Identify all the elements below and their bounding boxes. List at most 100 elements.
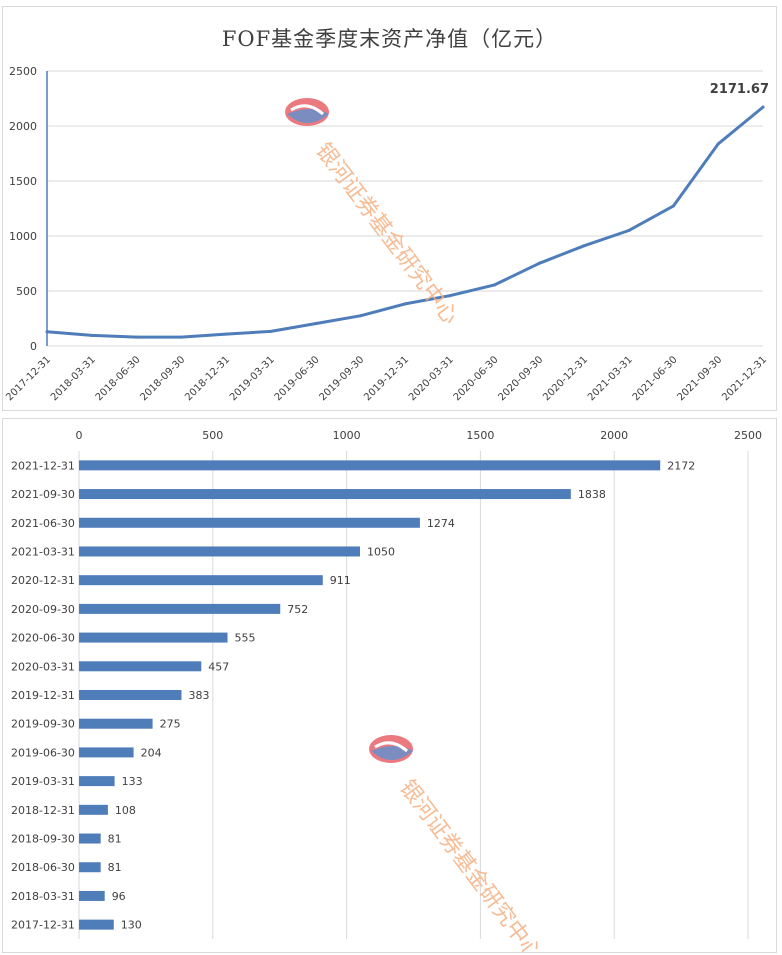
watermark-logo-lower (371, 746, 413, 760)
x-tick-label: 2018-03-31 (49, 354, 98, 403)
data-label-last: 2171.67 (710, 82, 769, 97)
chart-title: FOF基金季度末资产净值（亿元） (221, 27, 558, 51)
data-point (358, 314, 362, 318)
data-point (448, 294, 452, 298)
bar (79, 489, 571, 500)
watermark-logo-icon (285, 98, 329, 126)
data-point (761, 105, 765, 109)
y-tick-label: 2020-12-31 (11, 574, 75, 587)
watermark: 银河证券基金研究中心 (369, 735, 547, 952)
bar (79, 718, 153, 729)
y-tick-label: 1000 (9, 230, 37, 243)
watermark-logo-icon (369, 735, 413, 763)
x-tick-label: 1500 (466, 429, 494, 442)
data-point (45, 330, 49, 334)
data-point (537, 261, 541, 265)
bar (79, 804, 108, 815)
line-chart-panel: FOF基金季度末资产净值（亿元） 0 500 1000 1500 2000 2500 201… (2, 6, 777, 411)
x-tick-label: 0 (76, 429, 83, 442)
x-tick-label: 2021-06-30 (631, 354, 680, 403)
x-tick-label: 2020-12-31 (541, 354, 590, 403)
watermark-logo-lower (287, 109, 329, 123)
y-tick-label: 2018-12-31 (11, 804, 75, 817)
y-tick-label: 0 (30, 340, 37, 353)
x-tick-label: 2020-06-30 (452, 354, 501, 403)
y-tick-label: 2020-09-30 (11, 603, 75, 616)
x-tick-label: 2000 (600, 429, 628, 442)
y-tick-label: 2020-03-31 (11, 660, 75, 673)
data-label: 555 (235, 632, 256, 645)
watermark-logo-swoosh (290, 104, 324, 116)
y-tick-label: 1500 (9, 175, 37, 188)
data-point (672, 204, 675, 208)
data-label: 204 (141, 746, 162, 759)
x-tick-label: 2020-09-30 (496, 354, 545, 403)
x-tick-label: 1000 (333, 429, 361, 442)
data-label: 108 (115, 804, 136, 817)
y-tick-label: 2019-09-30 (11, 718, 75, 731)
bar (79, 460, 661, 471)
x-tick-label: 2018-06-30 (94, 354, 143, 403)
bar (79, 919, 114, 930)
y-tick-label: 2021-06-30 (11, 517, 75, 530)
data-point (269, 329, 273, 333)
y-tick-label: 2018-03-31 (11, 890, 75, 903)
x-tick-label: 2018-12-31 (183, 354, 232, 403)
bar (79, 747, 134, 758)
data-point (314, 322, 317, 326)
data-label: 275 (160, 718, 181, 731)
y-tick-label: 2018-06-30 (11, 861, 75, 874)
y-tick-label: 500 (16, 285, 37, 298)
x-tick-label: 2017-12-31 (4, 354, 53, 403)
x-tick-label: 500 (202, 429, 223, 442)
y-tick-label: 2018-09-30 (11, 833, 75, 846)
x-tick-label: 2021-09-30 (675, 354, 724, 403)
y-tick-label: 2019-06-30 (11, 746, 75, 759)
data-point (403, 302, 407, 306)
y-tick-label: 2000 (9, 120, 37, 133)
data-label: 133 (122, 775, 143, 788)
data-point (179, 335, 183, 339)
y-tick-label: 2020-06-30 (11, 632, 75, 645)
data-label: 1838 (578, 488, 606, 501)
data-label: 752 (287, 603, 308, 616)
bar (79, 546, 360, 557)
data-label: 81 (108, 833, 122, 846)
y-tick-label: 2021-09-30 (11, 488, 75, 501)
y-tick-label: 2500 (9, 65, 37, 78)
x-tick-label: 2019-06-30 (273, 354, 322, 403)
watermark-text: 银河证券基金研究中心 (310, 139, 462, 330)
data-point (90, 333, 94, 337)
bar (79, 517, 420, 528)
y-tick-label: 2019-12-31 (11, 689, 75, 702)
bar-chart-panel: 0 500 1000 1500 2000 2500 2021-12-31 2172 2021-0… (2, 418, 777, 953)
line-chart-svg: 0 500 1000 1500 2000 2500 2017-12-312018-03-31… (4, 65, 769, 403)
data-point (135, 335, 138, 339)
bar (79, 661, 202, 672)
data-point (224, 332, 228, 336)
x-tick-label: 2021-03-31 (586, 354, 635, 403)
watermark-logo-swoosh (374, 741, 408, 753)
bar (79, 632, 228, 643)
y-tick-label: 2021-12-31 (11, 459, 75, 472)
data-label: 457 (208, 660, 229, 673)
bar (79, 603, 281, 614)
x-tick-label: 2500 (734, 429, 762, 442)
x-tick-label: 2021-12-31 (720, 354, 769, 403)
data-label: 96 (112, 890, 126, 903)
bar (79, 890, 105, 901)
bar (79, 833, 101, 844)
data-label: 130 (121, 919, 142, 932)
y-tick-label: 2017-12-31 (11, 919, 75, 932)
data-point (716, 142, 720, 146)
x-tick-label: 2019-09-30 (317, 354, 366, 403)
y-tick-label: 2021-03-31 (11, 545, 75, 558)
y-tick-label: 2019-03-31 (11, 775, 75, 788)
x-tick-label: 2019-12-31 (362, 354, 411, 403)
data-label: 1274 (427, 517, 455, 530)
x-tick-label: 2018-09-30 (138, 354, 187, 403)
data-label: 1050 (367, 545, 395, 558)
bar (79, 575, 323, 586)
data-label: 81 (108, 861, 122, 874)
data-label: 2172 (667, 459, 695, 472)
